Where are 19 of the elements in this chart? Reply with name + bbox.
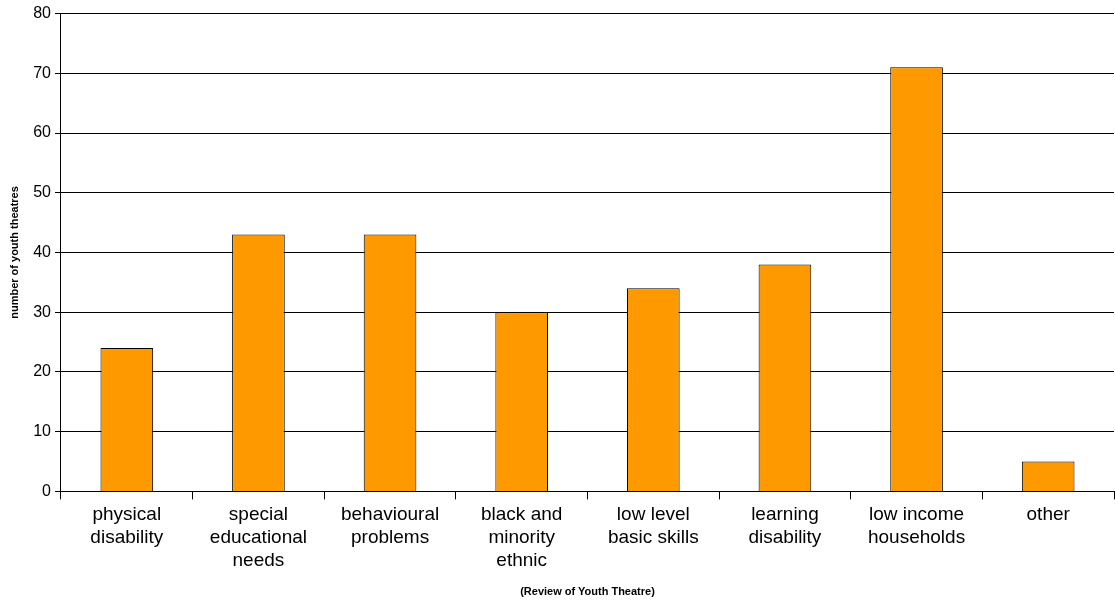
y-tick-label: 0 [42,481,52,499]
y-tick-label: 30 [33,302,52,320]
x-tick-label: special educational needs [209,503,308,570]
y-axis-title: number of youth theatres [7,186,20,319]
y-tick-label: 10 [33,422,52,440]
y-tick-label: 70 [33,63,52,81]
y-tick-label: 60 [33,123,52,141]
y-tick-label: 20 [33,362,52,380]
x-tick-label: other [1026,503,1071,525]
y-tick-label: 80 [33,4,52,22]
x-tick-label: learning disability [748,503,822,547]
x-tick-label: black and minority ethnic [481,503,563,570]
y-tick-label: 40 [33,242,52,260]
x-axis-title: (Review of Youth Theatre) [520,585,656,598]
x-tick-label: low income households [867,503,966,547]
x-tick-label: behavioural problems [340,503,440,547]
x-tick-label: physical disability [90,503,164,547]
y-tick-label: 50 [33,183,52,201]
x-tick-label: low level basic skills [607,503,699,547]
